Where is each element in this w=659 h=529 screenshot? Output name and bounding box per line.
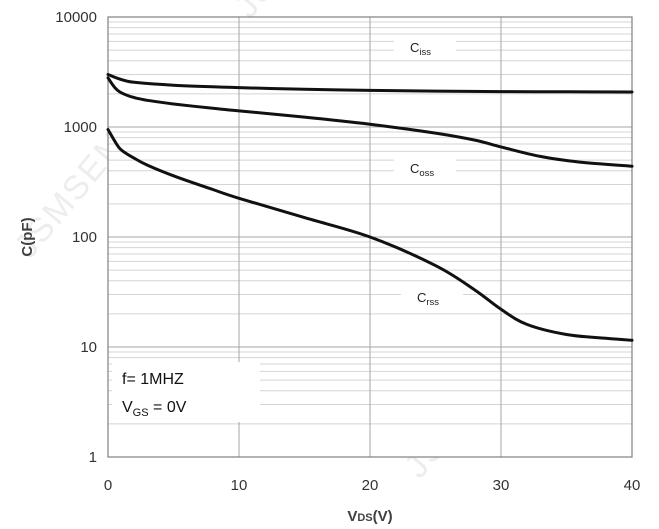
y-tick-label: 1000	[64, 119, 97, 136]
series-label-ciss: Ciss	[410, 40, 431, 58]
x-tick-labels: 0 10 20 30 40	[104, 477, 641, 494]
series-line-ciss	[106, 73, 634, 94]
y-tick-label: 10000	[55, 9, 97, 26]
series-line-crss	[106, 128, 634, 342]
y-tick-label: 100	[72, 229, 97, 246]
conditions-box: f= 1MHZ VGS = 0V	[112, 362, 260, 422]
series-label-bg	[401, 286, 463, 310]
plot-frame	[107, 16, 633, 458]
x-tick-label: 20	[362, 477, 379, 494]
y-tick-label: 10	[80, 339, 97, 356]
x-tick-label: 30	[493, 477, 510, 494]
series-label-coss: Coss	[410, 161, 434, 179]
y-tick-labels: 1 10 100 1000 10000	[55, 9, 97, 466]
series-label-crss: Crss	[417, 290, 439, 308]
vgs-note-main: V	[122, 399, 133, 416]
y-axis-title: C(pF)	[19, 217, 36, 256]
series-line-coss	[106, 76, 634, 168]
series-label-sub: rss	[426, 297, 439, 308]
y-tick-label: 1	[89, 449, 97, 466]
series-label-bg	[394, 36, 456, 60]
x-axis-title: VDS(V)	[347, 508, 392, 525]
series-label-sub: oss	[419, 168, 434, 179]
series-label-main: C	[417, 290, 426, 305]
vgs-note: VGS = 0V	[122, 399, 187, 419]
x-axis-title-suffix: (V)	[373, 508, 393, 525]
series-label-bg	[394, 157, 456, 181]
series-label-sub: iss	[419, 47, 431, 58]
x-tick-label: 0	[104, 477, 112, 494]
plot-border	[107, 16, 633, 458]
x-tick-label: 40	[624, 477, 641, 494]
conditions-box-bg	[112, 362, 260, 422]
x-axis-title-sub: DS	[357, 512, 372, 524]
x-tick-label: 10	[231, 477, 248, 494]
frequency-note: f= 1MHZ	[122, 371, 184, 388]
series-label-main: C	[410, 40, 419, 55]
series-label-main: C	[410, 161, 419, 176]
vgs-note-sub: GS	[133, 407, 149, 419]
series-lines	[106, 73, 634, 342]
x-axis-title-main: V	[347, 508, 357, 525]
vgs-note-suffix: = 0V	[149, 399, 187, 416]
